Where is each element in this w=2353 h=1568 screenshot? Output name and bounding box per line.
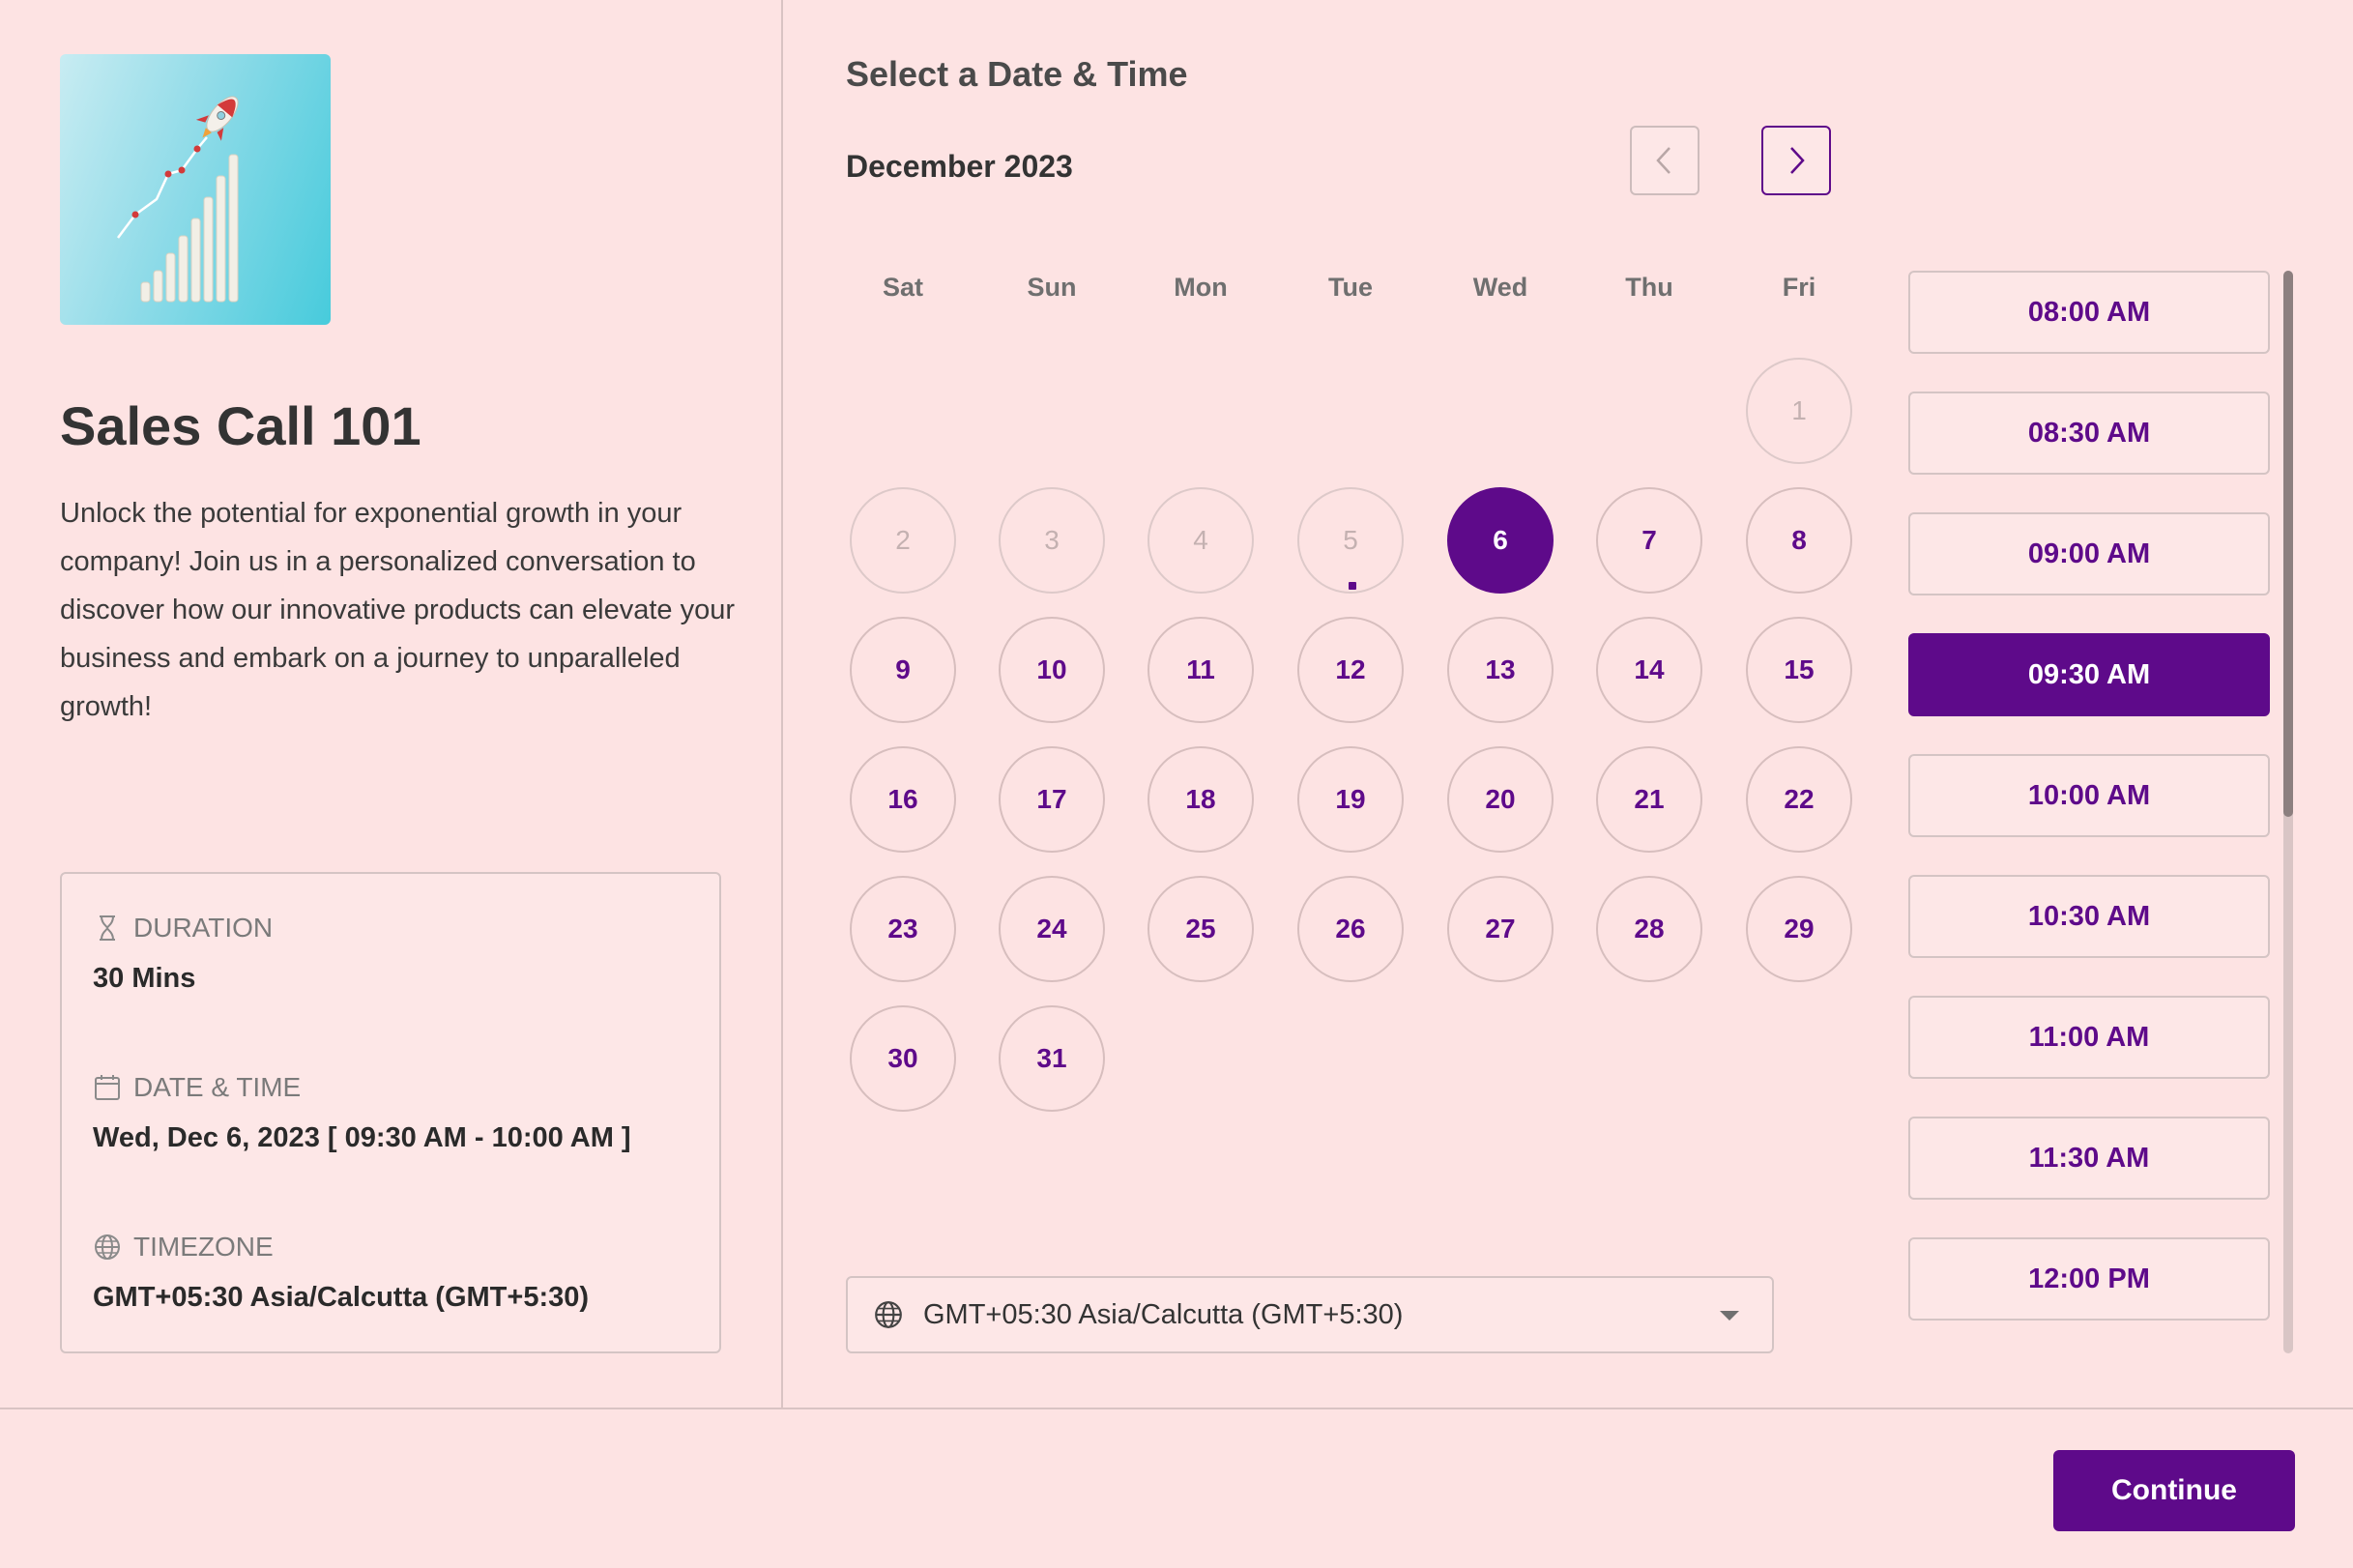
- calendar-day-31[interactable]: 31: [999, 1005, 1105, 1112]
- timezone-value: GMT+05:30 Asia/Calcutta (GMT+5:30): [93, 1282, 590, 1313]
- calendar-day-6[interactable]: 6: [1447, 487, 1554, 594]
- month-label: December 2023: [846, 149, 1073, 184]
- time-slot-button[interactable]: 12:00 PM: [1908, 1237, 2270, 1321]
- chevron-left-icon: [1656, 147, 1670, 174]
- calendar-day-9[interactable]: 9: [850, 617, 956, 723]
- weekday-tue: Tue: [1328, 273, 1373, 302]
- booking-summary-card: DURATION 30 Mins DATE & TIME Wed, Dec 6,…: [60, 872, 721, 1353]
- calendar-day-29[interactable]: 29: [1746, 876, 1852, 982]
- timezone-select[interactable]: GMT+05:30 Asia/Calcutta (GMT+5:30): [846, 1276, 1774, 1353]
- calendar-day-5: 5: [1297, 487, 1404, 594]
- calendar-day-26[interactable]: 26: [1297, 876, 1404, 982]
- time-slot-button[interactable]: 11:00 AM: [1908, 996, 2270, 1079]
- time-slot-button[interactable]: 10:30 AM: [1908, 875, 2270, 958]
- calendar-day-16[interactable]: 16: [850, 746, 956, 853]
- datetime-value: Wed, Dec 6, 2023 [ 09:30 AM - 10:00 AM ]: [93, 1122, 631, 1153]
- calendar-day-15[interactable]: 15: [1746, 617, 1852, 723]
- time-slot-scrollbar[interactable]: [2283, 271, 2293, 1353]
- timezone-label: TIMEZONE: [133, 1232, 274, 1262]
- globe-icon: [875, 1301, 902, 1328]
- weekday-wed: Wed: [1472, 273, 1528, 302]
- event-details-panel: Sales Call 101 Unlock the potential for …: [0, 0, 783, 1409]
- calendar-day-18[interactable]: 18: [1147, 746, 1254, 853]
- calendar-icon: [95, 1075, 120, 1100]
- calendar-day-17[interactable]: 17: [999, 746, 1105, 853]
- scrollbar-thumb[interactable]: [2283, 271, 2293, 817]
- calendar-day-14[interactable]: 14: [1596, 617, 1702, 723]
- hourglass-icon: [100, 915, 115, 941]
- next-month-button[interactable]: [1761, 126, 1831, 195]
- calendar-day-8[interactable]: 8: [1746, 487, 1852, 594]
- weekday-mon: Mon: [1174, 273, 1228, 302]
- calendar-day-28[interactable]: 28: [1596, 876, 1702, 982]
- time-slot-button[interactable]: 08:30 AM: [1908, 392, 2270, 475]
- calendar-day-3: 3: [999, 487, 1105, 594]
- time-slot-button[interactable]: 10:00 AM: [1908, 754, 2270, 837]
- calendar-day-2: 2: [850, 487, 956, 594]
- calendar-day-20[interactable]: 20: [1447, 746, 1554, 853]
- calendar-day-19[interactable]: 19: [1297, 746, 1404, 853]
- calendar-day-11[interactable]: 11: [1147, 617, 1254, 723]
- time-slot-button[interactable]: 08:00 AM: [1908, 271, 2270, 354]
- time-slot-button[interactable]: 09:00 AM: [1908, 512, 2270, 595]
- chevron-down-icon: [1720, 1311, 1739, 1321]
- event-image: [60, 54, 331, 325]
- previous-month-button[interactable]: [1630, 126, 1699, 195]
- calendar-day-21[interactable]: 21: [1596, 746, 1702, 853]
- continue-button[interactable]: Continue: [2053, 1450, 2295, 1531]
- today-indicator: [1349, 582, 1356, 590]
- duration-label: DURATION: [133, 913, 274, 943]
- calendar-day-23[interactable]: 23: [850, 876, 956, 982]
- chevron-right-icon: [1790, 147, 1805, 174]
- calendar-day-12[interactable]: 12: [1297, 617, 1404, 723]
- event-title: Sales Call 101: [60, 395, 421, 456]
- duration-block: DURATION 30 Mins: [93, 913, 273, 995]
- datetime-block: DATE & TIME Wed, Dec 6, 2023 [ 09:30 AM …: [93, 1072, 631, 1154]
- timezone-block: TIMEZONE GMT+05:30 Asia/Calcutta (GMT+5:…: [93, 1232, 589, 1314]
- duration-value: 30 Mins: [93, 963, 196, 994]
- calendar-day-30[interactable]: 30: [850, 1005, 956, 1112]
- calendar-day-22[interactable]: 22: [1746, 746, 1852, 853]
- calendar-day-4: 4: [1147, 487, 1254, 594]
- rocket-growth-chart-image: [117, 96, 239, 303]
- calendar-day-24[interactable]: 24: [999, 876, 1105, 982]
- calendar-day-27[interactable]: 27: [1447, 876, 1554, 982]
- timezone-select-value: GMT+05:30 Asia/Calcutta (GMT+5:30): [923, 1298, 1404, 1330]
- calendar-day-7[interactable]: 7: [1596, 487, 1702, 594]
- time-slot-button[interactable]: 09:30 AM: [1908, 633, 2270, 716]
- weekday-sun: Sun: [1027, 273, 1077, 302]
- datetime-label: DATE & TIME: [133, 1072, 302, 1102]
- globe-icon: [95, 1234, 120, 1260]
- calendar-day-10[interactable]: 10: [999, 617, 1105, 723]
- section-title: Select a Date & Time: [846, 54, 1188, 94]
- weekday-thu: Thu: [1625, 273, 1673, 302]
- calendar-day-13[interactable]: 13: [1447, 617, 1554, 723]
- time-slot-button[interactable]: 11:30 AM: [1908, 1117, 2270, 1200]
- weekday-sat: Sat: [882, 273, 924, 302]
- event-description: Unlock the potential for exponential gro…: [60, 498, 735, 722]
- weekday-fri: Fri: [1782, 273, 1816, 302]
- calendar-day-25[interactable]: 25: [1147, 876, 1254, 982]
- calendar-day-1: 1: [1746, 358, 1852, 464]
- footer-divider: [0, 1408, 2353, 1409]
